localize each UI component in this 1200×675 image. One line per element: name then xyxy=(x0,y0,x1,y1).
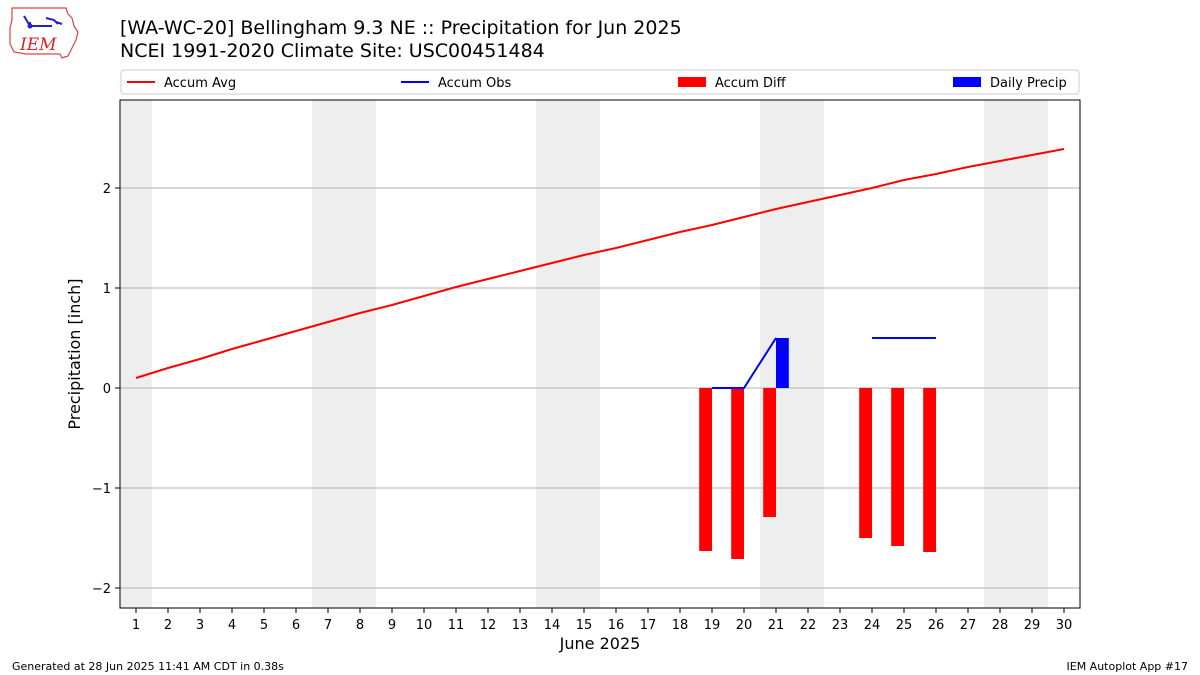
x-tick-label: 25 xyxy=(896,618,913,633)
y-tick-label: 2 xyxy=(103,182,111,197)
x-tick-label: 21 xyxy=(768,618,785,633)
x-tick-label: 7 xyxy=(324,618,332,633)
weekend-band-1 xyxy=(312,100,376,608)
x-tick-label: 11 xyxy=(448,618,465,633)
x-tick-label: 16 xyxy=(608,618,625,633)
accum-diff-bar xyxy=(699,388,712,551)
x-tick-label: 27 xyxy=(960,618,977,633)
y-tick-label: 1 xyxy=(103,282,111,297)
legend-label: Accum Obs xyxy=(438,76,511,91)
x-tick-label: 28 xyxy=(992,618,1009,633)
x-tick-label: 15 xyxy=(576,618,593,633)
chart-title: [WA-WC-20] Bellingham 9.3 NE :: Precipit… xyxy=(120,17,682,39)
x-tick-label: 29 xyxy=(1024,618,1041,633)
y-tick-label: −2 xyxy=(92,582,111,597)
x-tick-label: 4 xyxy=(228,618,236,633)
y-axis-label: Precipitation [inch] xyxy=(65,278,84,429)
x-tick-label: 26 xyxy=(928,618,945,633)
daily-precip-bar xyxy=(776,338,789,388)
x-tick-label: 8 xyxy=(356,618,364,633)
x-tick-label: 23 xyxy=(832,618,849,633)
x-tick-label: 5 xyxy=(260,618,268,633)
x-tick-label: 9 xyxy=(388,618,396,633)
legend-swatch xyxy=(953,77,981,87)
accum-avg-line xyxy=(135,148,1065,379)
legend-label: Accum Avg xyxy=(164,76,236,91)
legend-label: Accum Diff xyxy=(715,76,787,91)
y-tick-label: −1 xyxy=(92,482,111,497)
accum-diff-bar xyxy=(859,388,872,538)
chart-subtitle: NCEI 1991-2020 Climate Site: USC00451484 xyxy=(120,40,545,62)
legend-swatch xyxy=(678,77,706,87)
accum-diff-bar xyxy=(731,388,744,559)
logo-text: IEM xyxy=(19,35,57,55)
x-axis-label: June 2025 xyxy=(559,634,641,653)
plot-frame xyxy=(119,99,1081,609)
accum-diff-bar xyxy=(891,388,904,546)
x-tick-label: 10 xyxy=(416,618,433,633)
weekend-band-4 xyxy=(984,100,1048,608)
legend-label: Daily Precip xyxy=(990,76,1067,91)
x-tick-label: 19 xyxy=(704,618,721,633)
legend-box xyxy=(120,69,1080,95)
x-tick-label: 14 xyxy=(544,618,561,633)
x-tick-label: 20 xyxy=(736,618,753,633)
legend: Accum Avg Accum Obs Accum Diff Daily Precip xyxy=(120,69,1080,95)
x-tick-label: 13 xyxy=(512,618,529,633)
x-tick-label: 1 xyxy=(132,618,140,633)
accum-obs-line xyxy=(712,337,777,389)
x-tick-label: 30 xyxy=(1056,618,1073,633)
x-tick-label: 3 xyxy=(196,618,204,633)
accum-diff-bar xyxy=(763,388,776,517)
weekend-band-0 xyxy=(120,100,152,608)
x-tick-label: 17 xyxy=(640,618,657,633)
weekend-band-2 xyxy=(536,100,600,608)
generated-timestamp: Generated at 28 Jun 2025 11:41 AM CDT in… xyxy=(12,660,284,673)
weekend-band-3 xyxy=(760,100,824,608)
y-tick-label: 0 xyxy=(103,382,111,397)
x-tick-label: 18 xyxy=(672,618,689,633)
x-tick-label: 24 xyxy=(864,618,881,633)
accum-diff-bar xyxy=(923,388,936,552)
x-tick-label: 12 xyxy=(480,618,497,633)
x-tick-label: 22 xyxy=(800,618,817,633)
app-credit: IEM Autoplot App #17 xyxy=(1066,660,1189,673)
x-tick-label: 2 xyxy=(164,618,172,633)
x-tick-label: 6 xyxy=(292,618,300,633)
iem-logo: IEM xyxy=(9,7,79,59)
